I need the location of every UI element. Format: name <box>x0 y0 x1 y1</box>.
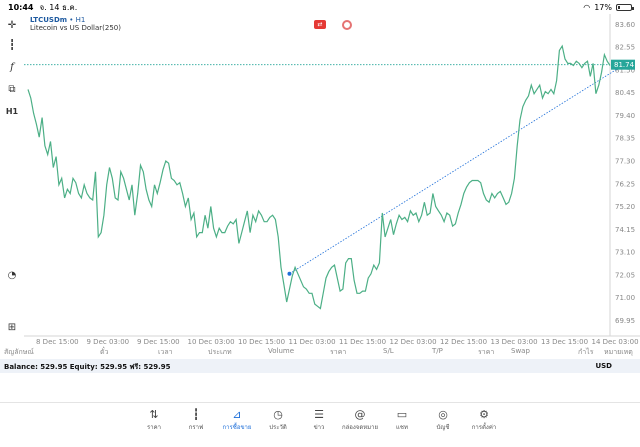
chat-icon: ▭ <box>396 408 408 421</box>
x-tick-label: 9 Dec 03:00 <box>87 338 130 344</box>
tab-label: ราคา <box>147 424 161 431</box>
chart-title: LTCUSDm • H1 <box>30 16 86 24</box>
status-bar: 10:44 จ. 14 ธ.ค. ◠ 17% <box>0 0 640 14</box>
col-price-current: ราคา <box>478 348 495 356</box>
tab-label: การซื้อขาย <box>222 424 252 431</box>
bottom-tab-bar: ⇅ ราคา ┇ กราฟ ⊿ การซื้อขาย ◷ ประวัติ ☰ ข่าว @… <box>0 402 640 447</box>
x-tick-label: 11 Dec 03:00 <box>289 338 336 344</box>
tab-label: ข่าว <box>313 424 325 431</box>
balance-currency: USD <box>595 362 612 370</box>
tab-label: การตั้งค่า <box>471 424 497 431</box>
status-date: จ. 14 ธ.ค. <box>39 2 78 12</box>
tab-chat[interactable]: ▭ แชท <box>382 408 422 432</box>
col-profit: กำไร <box>578 348 594 356</box>
x-tick-label: 10 Dec 03:00 <box>188 338 235 344</box>
history-icon: ◷ <box>273 408 283 421</box>
current-price-label: 81.74 <box>614 61 635 69</box>
chart-mid-icons: ⇄ <box>314 20 352 30</box>
chart-description: Litecoin vs US Dollar(250) <box>30 24 121 32</box>
y-tick-label: 79.40 <box>615 112 635 120</box>
trend-line <box>289 64 625 275</box>
y-tick-label: 83.60 <box>615 21 635 29</box>
y-tick-label: 74.15 <box>615 226 635 234</box>
x-tick-label: 12 Dec 15:00 <box>440 338 487 344</box>
tab-label: บัญชี <box>436 424 450 431</box>
tab-news[interactable]: ☰ ข่าว <box>299 408 339 432</box>
chart-toolbar: ✛ ┇ f ⧉ H1 ◔ ⊞ <box>0 14 24 344</box>
balance-summary: Balance: 529.95 Equity: 529.95 ฟรี: 529.… <box>4 363 171 371</box>
battery-percent: 17% <box>594 2 612 12</box>
y-tick-label: 76.25 <box>615 180 635 188</box>
quotes-icon: ⇅ <box>149 408 159 421</box>
settings-icon: ⚙ <box>479 408 489 421</box>
tab-trade[interactable]: ⊿ การซื้อขาย <box>217 408 257 432</box>
col-ticket: ตั๋ว <box>100 348 109 356</box>
one-click-trading-icon[interactable]: ⇄ <box>314 20 326 29</box>
col-swap: Swap <box>511 347 530 355</box>
col-price: ราคา <box>330 348 347 356</box>
x-tick-label: 13 Dec 03:00 <box>491 338 538 344</box>
current-price-tag <box>611 59 635 70</box>
x-tick-label: 8 Dec 15:00 <box>36 338 79 344</box>
indicators-icon[interactable]: ┇ <box>8 39 16 51</box>
tab-history[interactable]: ◷ ประวัติ <box>258 408 298 432</box>
function-icon[interactable]: f <box>10 61 14 73</box>
chart-svg: 83.60 82.55 81.50 80.45 79.40 78.35 77.30 76.25… <box>24 14 640 344</box>
y-tick-label: 80.45 <box>615 89 635 97</box>
y-tick-label: 82.55 <box>615 44 635 52</box>
y-tick-label: 78.35 <box>615 135 635 143</box>
balance-bar: Balance: 529.95 Equity: 529.95 ฟรี: 529.… <box>0 359 640 373</box>
candles-icon: ┇ <box>192 408 200 421</box>
tab-mailbox[interactable]: @ กล่องจดหมาย <box>340 408 380 432</box>
col-sl: S/L <box>383 347 394 355</box>
price-chart[interactable]: 83.60 82.55 81.50 80.45 79.40 78.35 77.30 76.25… <box>24 14 640 344</box>
objects-icon[interactable]: ⧉ <box>8 83 16 95</box>
market-status-icon[interactable] <box>342 20 352 30</box>
tab-label: กราฟ <box>188 424 204 431</box>
y-tick-label: 71.00 <box>615 294 635 302</box>
trade-table-header: สัญลักษณ์ ตั๋ว เวลา ประเภท Volume ราคา S… <box>0 344 640 358</box>
col-time: เวลา <box>158 348 173 356</box>
status-right: ◠ 17% <box>583 2 634 12</box>
y-tick-label: 81.50 <box>615 66 635 74</box>
crosshair-icon[interactable]: ✛ <box>7 19 17 31</box>
chart-timeframe: H1 <box>75 16 86 24</box>
col-type: ประเภท <box>208 348 232 356</box>
y-tick-label: 77.30 <box>615 157 635 165</box>
period-button[interactable]: H1 <box>5 106 19 116</box>
mailbox-icon: @ <box>354 408 366 421</box>
trade-chart-icon: ⊿ <box>232 408 242 421</box>
account-icon: ◎ <box>438 408 448 421</box>
col-comment: หมายเหตุ <box>604 348 633 356</box>
x-tick-label: 11 Dec 15:00 <box>339 338 386 344</box>
col-tp: T/P <box>432 347 443 355</box>
x-tick-label: 12 Dec 03:00 <box>390 338 437 344</box>
tab-quotes[interactable]: ⇅ ราคา <box>134 408 174 432</box>
y-tick-label: 73.10 <box>615 249 635 257</box>
y-tick-label: 72.05 <box>615 271 635 279</box>
battery-icon <box>616 3 634 11</box>
x-tick-label: 9 Dec 15:00 <box>137 338 180 344</box>
x-tick-label: 13 Dec 15:00 <box>541 338 588 344</box>
tab-label: ประวัติ <box>269 424 287 431</box>
add-icon[interactable]: ⊞ <box>7 321 17 333</box>
tab-settings[interactable]: ⚙ การตั้งค่า <box>464 408 504 432</box>
price-series-line <box>27 44 611 310</box>
col-volume: Volume <box>268 347 295 355</box>
status-time: 10:44 <box>8 2 34 12</box>
tab-label: แชท <box>396 424 408 431</box>
chart-symbol: LTCUSDm <box>30 16 68 24</box>
tab-charts[interactable]: ┇ กราฟ <box>176 408 216 432</box>
x-tick-label: 10 Dec 15:00 <box>238 338 285 344</box>
wifi-icon: ◠ <box>583 2 591 12</box>
trend-line-anchor <box>287 271 292 276</box>
col-symbol: สัญลักษณ์ <box>4 348 34 356</box>
tab-account[interactable]: ◎ บัญชี <box>423 408 463 432</box>
y-tick-label: 75.20 <box>615 203 635 211</box>
x-tick-label: 14 Dec 03:00 <box>592 338 639 344</box>
tab-label: กล่องจดหมาย <box>341 424 379 431</box>
news-icon: ☰ <box>314 408 324 421</box>
zoom-icon[interactable]: ◔ <box>7 269 17 281</box>
y-tick-label: 69.95 <box>615 317 635 325</box>
